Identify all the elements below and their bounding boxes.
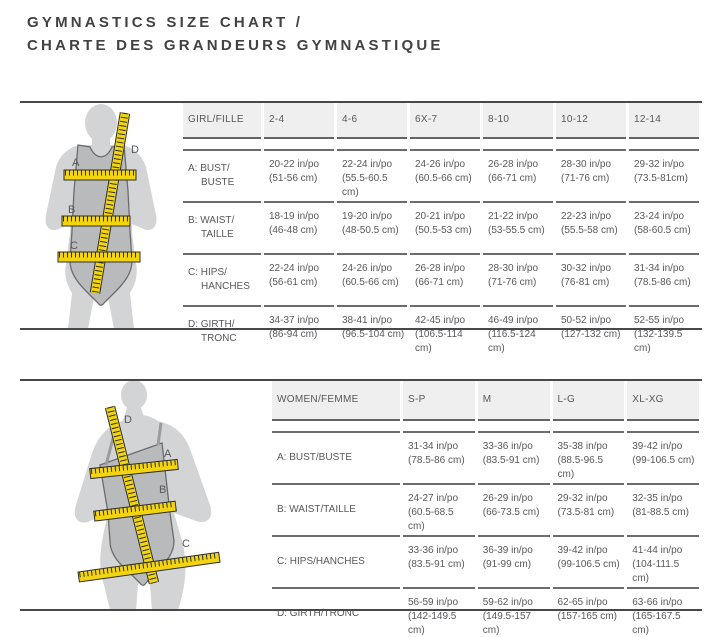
measurement-cell: 26-28 in/po (66-71 cm) xyxy=(483,149,553,201)
header-gap xyxy=(272,421,699,431)
measurement-cell: 30-32 in/po (76-81 cm) xyxy=(556,253,626,305)
size-table-girls: GIRL/FILLE 2-4 4-6 6X-7 8-10 10-12 12-14 A: BUS… xyxy=(180,102,702,357)
measurement-cell: 21-22 in/po (53-55.5 cm) xyxy=(483,201,553,253)
column-header: L-G xyxy=(552,380,625,421)
column-header: 10-12 xyxy=(556,102,626,139)
woman-figure-illustration: A B C D xyxy=(74,381,221,610)
measurement-cell: 18-19 in/po (46-48 cm) xyxy=(264,201,334,253)
measure-label-b: B xyxy=(68,204,75,216)
measuring-tape-hips xyxy=(57,251,141,263)
measurement-cell: 33-36 in/po (83.5-91 cm) xyxy=(403,535,475,587)
measurement-cell: 39-42 in/po (99-106.5 cm) xyxy=(627,431,699,483)
column-header: 12-14 xyxy=(629,102,699,139)
measurement-cell: 22-23 in/po (55.5-58 cm) xyxy=(556,201,626,253)
row-label: C: HIPS/HANCHES xyxy=(183,253,261,305)
measure-label-d: D xyxy=(124,414,132,426)
measurement-cell: 23-24 in/po (58-60.5 cm) xyxy=(629,201,699,253)
measurement-cell: 20-22 in/po (51-56 cm) xyxy=(264,149,334,201)
table-title: WOMEN/FEMME xyxy=(272,380,400,421)
row-label: D: GIRTH/TRONC xyxy=(272,587,400,637)
measurement-cell: 36-39 in/po (91-99 cm) xyxy=(477,535,550,587)
measurement-cell: 22-24 in/po (55.5-60.5 cm) xyxy=(337,149,407,201)
row-label: D: GIRTH/TRONC xyxy=(183,305,261,357)
measurement-cell: 31-34 in/po (78.5-86 cm) xyxy=(629,253,699,305)
measure-label-c: C xyxy=(182,538,190,550)
row-label: B: WAIST/TAILLE xyxy=(272,483,400,535)
table-row: A: BUST/BUSTE 20-22 in/po (51-56 cm) 22-24 … xyxy=(183,149,699,201)
table-row: B: WAIST/TAILLE 24-27 in/po (60.5-68.5 cm)… xyxy=(272,483,699,535)
column-header: M xyxy=(477,380,550,421)
divider-bottom-girls xyxy=(20,328,702,330)
measurement-cell: 39-42 in/po (99-106.5 cm) xyxy=(552,535,625,587)
measurement-cell: 24-27 in/po (60.5-68.5 cm) xyxy=(403,483,475,535)
page-title-line2: CHARTE DES GRANDEURS GYMNASTIQUE xyxy=(27,37,444,54)
measurement-cell: 29-32 in/po (73.5-81cm) xyxy=(629,149,699,201)
measurement-cell: 26-29 in/po (66-73.5 cm) xyxy=(477,483,550,535)
measurement-cell: 29-32 in/po (73.5-81 cm) xyxy=(552,483,625,535)
table-row: C: HIPS/HANCHES 22-24 in/po (56-61 cm) 24-2… xyxy=(183,253,699,305)
measurement-cell: 59-62 in/po (149.5-157 cm) xyxy=(477,587,550,637)
measurement-cell: 20-21 in/po (50.5-53 cm) xyxy=(410,201,480,253)
measurement-cell: 33-36 in/po (83.5-91 cm) xyxy=(477,431,550,483)
measurement-cell: 38-41 in/po (96.5-104 cm) xyxy=(337,305,407,357)
measuring-tape-hips xyxy=(77,551,221,583)
page-title-line1: GYMNASTICS SIZE CHART / xyxy=(27,14,304,31)
row-label: C: HIPS/HANCHES xyxy=(272,535,400,587)
measurement-cell: 26-28 in/po (66-71 cm) xyxy=(410,253,480,305)
measurement-cell: 24-26 in/po (60.5-66 cm) xyxy=(410,149,480,201)
measurement-cell: 34-37 in/po (86-94 cm) xyxy=(264,305,334,357)
table-row: B: WAIST/TAILLE 18-19 in/po (46-48 cm) 19-2… xyxy=(183,201,699,253)
measurement-cell: 28-30 in/po (71-76 cm) xyxy=(483,253,553,305)
row-label: B: WAIST/TAILLE xyxy=(183,201,261,253)
measuring-tape-waist xyxy=(61,215,131,227)
girl-figure-illustration: A B C D xyxy=(45,104,157,329)
measurement-cell: 46-49 in/po (116.5-124 cm) xyxy=(483,305,553,357)
measurement-cell: 41-44 in/po (104-111.5 cm) xyxy=(627,535,699,587)
measurement-cell: 22-24 in/po (56-61 cm) xyxy=(264,253,334,305)
measurement-cell: 28-30 in/po (71-76 cm) xyxy=(556,149,626,201)
measurement-cell: 63-66 in/po (165-167.5 cm) xyxy=(627,587,699,637)
table-row: C: HIPS/HANCHES 33-36 in/po (83.5-91 cm) 36… xyxy=(272,535,699,587)
column-header: S-P xyxy=(403,380,475,421)
measurement-cell: 50-52 in/po (127-132 cm) xyxy=(556,305,626,357)
measure-label-a: A xyxy=(164,448,172,460)
measuring-tape-girth xyxy=(104,405,160,585)
measuring-tape-girth xyxy=(89,112,131,294)
measurement-cell: 19-20 in/po (48-50.5 cm) xyxy=(337,201,407,253)
table-row: D: GIRTH/TRONC 56-59 in/po (142-149.5 cm) 5… xyxy=(272,587,699,637)
row-label: A: BUST/BUSTE xyxy=(183,149,261,201)
divider-bottom-women xyxy=(20,609,702,611)
column-header: 8-10 xyxy=(483,102,553,139)
header-gap xyxy=(183,139,699,149)
measuring-tape-bust xyxy=(63,169,137,181)
column-header: 4-6 xyxy=(337,102,407,139)
size-table-women: WOMEN/FEMME S-P M L-G XL-XG A: BUST/BUSTE 31-3… xyxy=(269,380,702,637)
page-title: GYMNASTICS SIZE CHART / CHARTE DES GRAND… xyxy=(27,11,444,57)
measuring-tape-waist xyxy=(93,500,177,522)
measurement-cell: 56-59 in/po (142-149.5 cm) xyxy=(403,587,475,637)
measure-label-a: A xyxy=(72,157,80,169)
measuring-tape-bust xyxy=(89,458,179,480)
measurement-cell: 52-55 in/po (132-139.5 cm) xyxy=(629,305,699,357)
column-header: 2-4 xyxy=(264,102,334,139)
divider-top-girls xyxy=(20,101,702,103)
measurement-cell: 31-34 in/po (78.5-86 cm) xyxy=(403,431,475,483)
table-row: A: BUST/BUSTE 31-34 in/po (78.5-86 cm) 33-3… xyxy=(272,431,699,483)
table-row: D: GIRTH/TRONC 34-37 in/po (86-94 cm) 38-41… xyxy=(183,305,699,357)
column-header: 6X-7 xyxy=(410,102,480,139)
measurement-cell: 42-45 in/po (106.5-114 cm) xyxy=(410,305,480,357)
measurement-cell: 62-65 in/po (157-165 cm) xyxy=(552,587,625,637)
measurement-cell: 24-26 in/po (60.5-66 cm) xyxy=(337,253,407,305)
measurement-cell: 32-35 in/po (81-88.5 cm) xyxy=(627,483,699,535)
divider-top-women xyxy=(20,379,702,381)
measure-label-d: D xyxy=(131,144,139,156)
measure-label-c: C xyxy=(70,240,78,252)
measurement-cell: 35-38 in/po (88.5-96.5 cm) xyxy=(552,431,625,483)
table-title: GIRL/FILLE xyxy=(183,102,261,139)
row-label: A: BUST/BUSTE xyxy=(272,431,400,483)
measure-label-b: B xyxy=(159,484,166,496)
column-header: XL-XG xyxy=(627,380,699,421)
